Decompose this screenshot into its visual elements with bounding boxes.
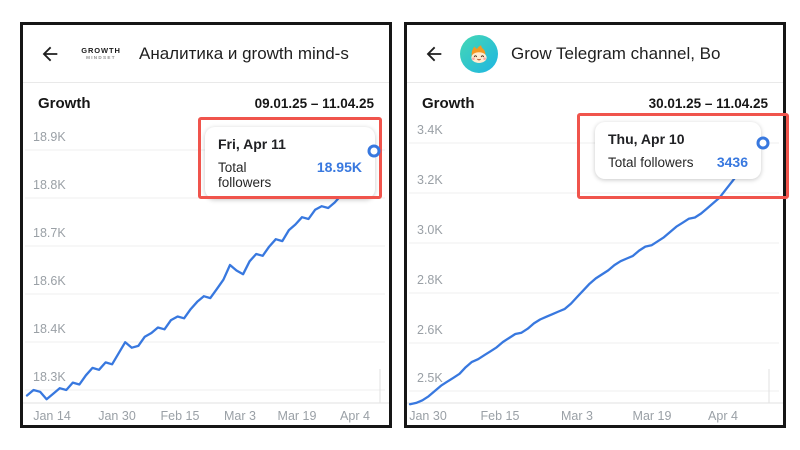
- x-axis-label: Jan 30: [98, 409, 136, 423]
- channel-title-text: Grow Telegram channel, Bo: [511, 43, 721, 63]
- y-axis-label: 18.3K: [33, 370, 66, 384]
- x-axis-label: Feb 15: [160, 409, 200, 423]
- x-axis-label: Feb 15: [480, 409, 520, 423]
- tooltip-row: Total followers 18.95K: [218, 159, 362, 190]
- tooltip-label: Total followers: [218, 160, 272, 190]
- tooltip-value: 18.95K: [316, 159, 362, 175]
- y-axis-label: 3.0K: [417, 223, 443, 237]
- y-axis-label: 2.8K: [417, 273, 443, 287]
- x-axis-label: Mar 19: [277, 409, 317, 423]
- back-arrow-icon[interactable]: [421, 41, 447, 67]
- date-range: 30.01.25 – 11.04.25: [648, 96, 768, 111]
- y-axis-label: 18.9K: [33, 130, 66, 144]
- y-axis-label: 18.7K: [33, 226, 66, 240]
- channel-avatar: [460, 34, 498, 73]
- back-arrow-icon[interactable]: [37, 41, 63, 67]
- tooltip-date: Thu, Apr 10: [608, 131, 685, 147]
- channel-title-text: Аналитика и growth mind-s: [139, 43, 349, 63]
- chart-canvas: [407, 141, 783, 406]
- x-axis-label: Apr 4: [708, 409, 738, 423]
- title-truncation-fade: [749, 43, 771, 64]
- channel-title: Grow Telegram channel, Bo: [511, 43, 771, 64]
- y-axis-label: 2.6K: [417, 323, 443, 337]
- x-axis-label: Jan 14: [33, 409, 71, 423]
- chart-header: Growth 30.01.25 – 11.04.25: [422, 95, 768, 112]
- app-header: Grow Telegram channel, Bo: [407, 25, 783, 83]
- chart-title: Growth: [422, 95, 475, 112]
- followers-line-series: [408, 141, 765, 406]
- chart-title: Growth: [38, 95, 91, 112]
- data-point-marker: [756, 136, 770, 150]
- x-axis-label: Mar 3: [561, 409, 593, 423]
- date-range: 09.01.25 – 11.04.25: [254, 96, 374, 111]
- screenshot-panel-right: Grow Telegram channel, Bo Growth 30.01.2…: [404, 22, 789, 428]
- y-axis-label: 18.6K: [33, 274, 66, 288]
- chart-canvas: [23, 149, 389, 404]
- y-axis-label: 3.2K: [417, 173, 443, 187]
- y-axis-label: 2.5K: [417, 371, 443, 385]
- growth-line-chart[interactable]: 18.9K 18.8K 18.7K 18.6K 18.4K 18.3K Jan 14 Jan …: [23, 25, 389, 425]
- tooltip-row: Total followers 3436: [608, 154, 748, 170]
- y-axis-label: 18.8K: [33, 178, 66, 192]
- tooltip-date: Fri, Apr 11: [218, 136, 286, 152]
- tooltip-value: 3436: [716, 154, 748, 170]
- y-axis-label: 3.4K: [417, 123, 443, 137]
- x-axis-label: Mar 3: [224, 409, 256, 423]
- x-axis-label: Jan 30: [409, 409, 447, 423]
- title-truncation-fade: [355, 43, 377, 64]
- y-axis-label: 18.4K: [33, 322, 66, 336]
- logo-text-line1: GROWTH: [81, 45, 121, 55]
- x-axis-label: Mar 19: [632, 409, 672, 423]
- logo-text-line2: MINDSET: [86, 55, 116, 61]
- x-axis-label: Apr 4: [340, 409, 370, 423]
- app-header: GROWTH MINDSET Аналитика и growth mind-s: [23, 25, 389, 83]
- followers-line-series: [25, 149, 376, 401]
- chart-tooltip: Thu, Apr 10 Total followers 3436: [595, 122, 761, 179]
- screenshot-panel-left: GROWTH MINDSET Аналитика и growth mind-s…: [20, 22, 392, 428]
- growth-line-chart[interactable]: 3.4K 3.2K 3.0K 2.8K 2.6K 2.5K Jan 30 Feb 15 Mar …: [407, 25, 783, 425]
- data-point-marker: [367, 144, 381, 158]
- growth-mindset-logo: GROWTH MINDSET: [76, 46, 126, 61]
- channel-title: Аналитика и growth mind-s: [139, 43, 377, 64]
- tooltip-label: Total followers: [608, 155, 694, 170]
- chart-header: Growth 09.01.25 – 11.04.25: [38, 95, 374, 112]
- chart-tooltip: Fri, Apr 11 Total followers 18.95K: [205, 127, 375, 199]
